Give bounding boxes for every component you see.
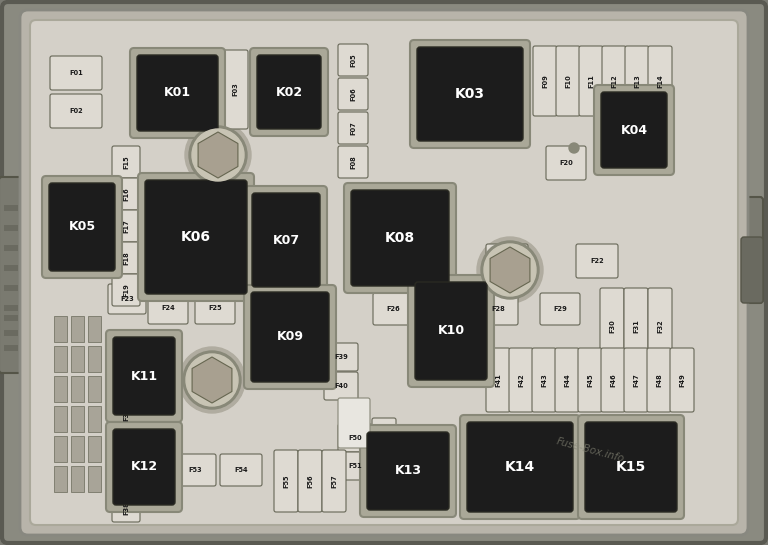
FancyBboxPatch shape (112, 366, 140, 398)
FancyBboxPatch shape (555, 348, 579, 412)
Circle shape (185, 122, 251, 188)
FancyBboxPatch shape (373, 293, 413, 325)
FancyBboxPatch shape (112, 242, 140, 274)
FancyBboxPatch shape (257, 55, 321, 129)
FancyBboxPatch shape (460, 415, 580, 519)
FancyBboxPatch shape (486, 244, 528, 278)
FancyBboxPatch shape (648, 288, 672, 364)
Bar (71, 376, 84, 402)
FancyBboxPatch shape (432, 293, 472, 325)
Bar (71, 466, 84, 492)
FancyBboxPatch shape (338, 78, 368, 110)
FancyBboxPatch shape (737, 197, 763, 303)
Text: F38: F38 (123, 501, 129, 515)
FancyBboxPatch shape (532, 348, 556, 412)
Text: F09: F09 (542, 74, 548, 88)
FancyBboxPatch shape (602, 46, 626, 116)
FancyBboxPatch shape (49, 183, 115, 271)
Text: F22: F22 (590, 258, 604, 264)
Polygon shape (198, 132, 238, 178)
Circle shape (477, 237, 543, 303)
FancyBboxPatch shape (624, 348, 648, 412)
Text: K14: K14 (505, 460, 535, 474)
Text: F19: F19 (123, 283, 129, 297)
Text: F18: F18 (123, 251, 129, 265)
FancyBboxPatch shape (344, 183, 456, 293)
Bar (88, 466, 101, 492)
Bar (4, 225, 18, 231)
Text: F56: F56 (307, 474, 313, 488)
Text: F46: F46 (610, 373, 616, 387)
FancyBboxPatch shape (338, 398, 370, 448)
Text: F11: F11 (588, 74, 594, 88)
Polygon shape (192, 357, 232, 403)
Text: K12: K12 (131, 461, 157, 474)
FancyBboxPatch shape (112, 462, 140, 494)
Bar (54, 406, 67, 432)
Bar (4, 315, 18, 321)
Bar (4, 265, 18, 271)
FancyBboxPatch shape (274, 450, 298, 512)
Text: F14: F14 (657, 74, 663, 88)
FancyBboxPatch shape (112, 494, 140, 522)
Text: F33: F33 (123, 343, 129, 357)
Text: F41: F41 (495, 373, 501, 387)
FancyBboxPatch shape (647, 348, 671, 412)
Text: F54: F54 (234, 467, 248, 473)
FancyBboxPatch shape (112, 210, 140, 242)
Text: K01: K01 (164, 87, 191, 100)
FancyBboxPatch shape (585, 422, 677, 512)
Text: F49: F49 (679, 373, 685, 387)
Bar (54, 466, 67, 492)
Bar (54, 346, 67, 372)
Text: F27: F27 (445, 306, 458, 312)
Bar (88, 406, 101, 432)
Text: F24: F24 (161, 305, 175, 311)
FancyBboxPatch shape (601, 92, 667, 168)
Bar (88, 376, 101, 402)
Text: F48: F48 (656, 373, 662, 387)
Bar (71, 346, 84, 372)
Text: F25: F25 (208, 305, 222, 311)
FancyBboxPatch shape (578, 348, 602, 412)
Text: F05: F05 (350, 53, 356, 67)
Text: F35: F35 (123, 407, 129, 421)
Text: K05: K05 (68, 221, 95, 233)
Text: F42: F42 (518, 373, 524, 387)
FancyBboxPatch shape (174, 454, 216, 486)
FancyBboxPatch shape (351, 190, 449, 286)
FancyBboxPatch shape (148, 292, 188, 324)
Text: F30: F30 (609, 319, 615, 333)
FancyBboxPatch shape (533, 46, 557, 116)
Text: F16: F16 (123, 187, 129, 201)
Text: F20: F20 (559, 160, 573, 166)
FancyBboxPatch shape (360, 425, 456, 517)
Text: F23: F23 (120, 296, 134, 302)
Bar (54, 376, 67, 402)
Bar (4, 330, 18, 336)
FancyBboxPatch shape (250, 48, 328, 136)
Circle shape (186, 354, 238, 406)
FancyBboxPatch shape (408, 275, 494, 387)
Text: F12: F12 (611, 74, 617, 88)
FancyBboxPatch shape (244, 285, 336, 389)
Text: F04: F04 (260, 83, 266, 96)
Bar (4, 205, 18, 211)
FancyBboxPatch shape (112, 146, 140, 178)
FancyBboxPatch shape (113, 337, 175, 415)
Text: F21: F21 (500, 258, 514, 264)
FancyBboxPatch shape (509, 348, 533, 412)
Circle shape (569, 143, 579, 153)
Text: F55: F55 (283, 474, 289, 488)
Bar (54, 436, 67, 462)
Circle shape (484, 244, 536, 296)
FancyBboxPatch shape (137, 55, 218, 131)
Bar (88, 346, 101, 372)
FancyBboxPatch shape (250, 50, 276, 129)
FancyBboxPatch shape (338, 112, 368, 144)
Text: F45: F45 (587, 373, 593, 387)
FancyBboxPatch shape (624, 288, 648, 364)
Text: F32: F32 (657, 319, 663, 333)
FancyBboxPatch shape (648, 46, 672, 116)
